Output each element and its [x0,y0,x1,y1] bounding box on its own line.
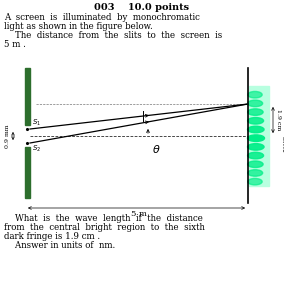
Text: $S_2$: $S_2$ [32,144,41,154]
Text: What  is  the  wave  length  if  the  distance: What is the wave length if the distance [4,214,203,223]
Text: from  the  central  bright  region  to  the  sixth: from the central bright region to the si… [4,223,205,232]
Text: $\theta$: $\theta$ [152,143,160,155]
Text: viewing
screen: viewing screen [281,136,284,155]
Ellipse shape [248,170,263,176]
Text: light as shown in the figure below.: light as shown in the figure below. [4,22,153,31]
Text: 1.9 cm: 1.9 cm [276,109,281,131]
Text: 003    10.0 points: 003 10.0 points [95,3,189,12]
Ellipse shape [248,152,264,159]
Text: 5 m: 5 m [131,210,147,218]
Ellipse shape [248,117,264,124]
Ellipse shape [247,135,264,142]
Text: 0.9 mm: 0.9 mm [5,124,10,148]
Bar [25,68,30,125]
Bar [25,147,30,198]
Ellipse shape [248,91,262,98]
Ellipse shape [248,100,263,107]
Text: A  screen  is  illuminated  by  monochromatic: A screen is illuminated by monochromatic [4,13,200,22]
Ellipse shape [248,161,263,167]
Ellipse shape [248,126,264,133]
Bar [249,86,269,186]
Text: Answer in units of  nm.: Answer in units of nm. [4,241,115,250]
Text: The  distance  from  the  slits  to  the  screen  is: The distance from the slits to the scree… [4,31,222,40]
Text: $S_1$: $S_1$ [32,118,41,128]
Text: dark fringe is 1.9 cm .: dark fringe is 1.9 cm . [4,232,100,241]
Ellipse shape [248,109,263,115]
Ellipse shape [248,179,262,185]
Text: 5 m .: 5 m . [4,40,26,49]
Ellipse shape [248,144,264,150]
